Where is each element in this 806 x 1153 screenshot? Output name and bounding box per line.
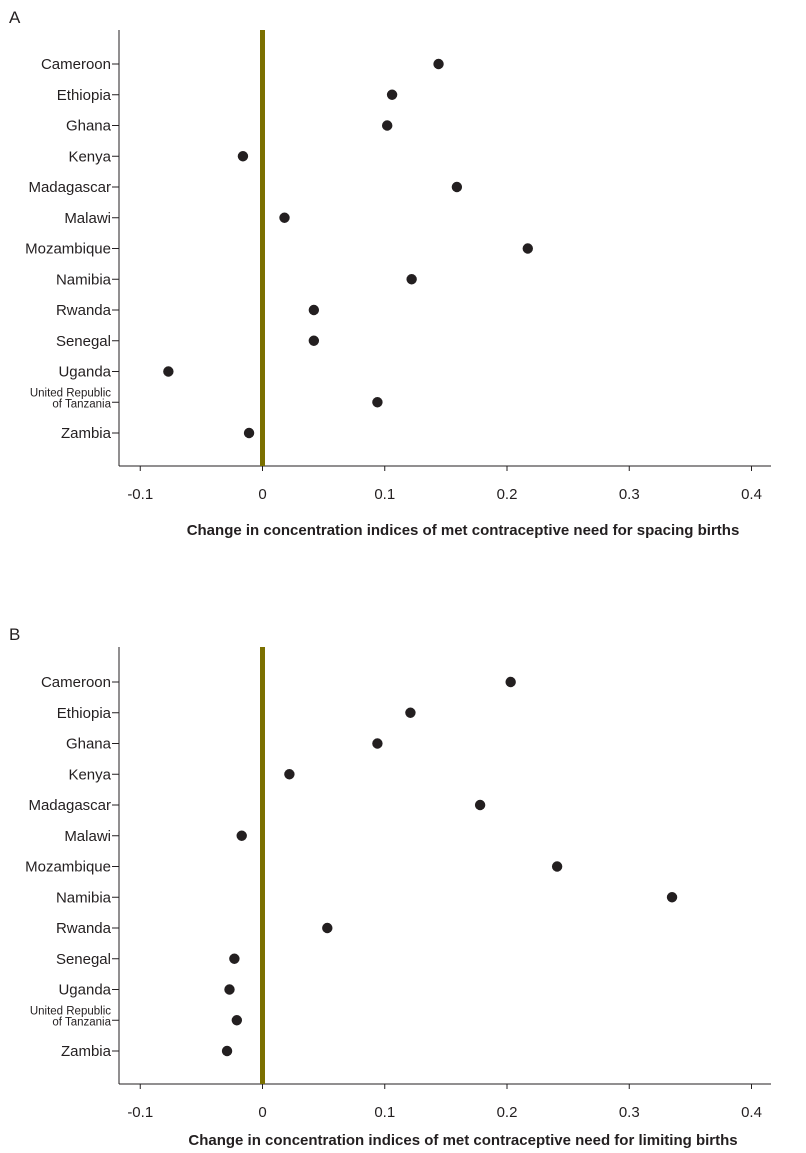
data-point: [322, 922, 333, 934]
data-point: [308, 335, 320, 346]
data-point: [522, 243, 533, 254]
x-tick-label: -0.1: [127, 486, 153, 503]
category-label: Cameroon: [41, 56, 111, 73]
data-point: [224, 984, 235, 995]
data-point: [236, 830, 247, 841]
category-label: United Republic of Tanzania: [30, 1005, 112, 1028]
x-tick-label: 0: [258, 1104, 266, 1121]
category-label-line: of Tanzania: [52, 398, 111, 410]
panel-letter: B: [9, 625, 20, 644]
x-axis-title: Change in concentration indices of met c…: [187, 522, 740, 539]
data-point: [433, 58, 444, 70]
category-label: Ethiopia: [57, 705, 112, 722]
category-label: Ethiopia: [57, 87, 112, 104]
category-label: Namibia: [56, 271, 112, 288]
data-point: [372, 397, 383, 408]
category-label: United Republic of Tanzania: [30, 387, 112, 410]
x-tick-label: 0: [258, 486, 266, 503]
category-label: Kenya: [68, 148, 111, 165]
data-point: [505, 676, 516, 688]
category-label: Ghana: [66, 736, 112, 753]
data-point: [372, 738, 383, 749]
category-label: Madagascar: [28, 179, 111, 196]
category-label: Uganda: [58, 982, 111, 999]
data-point: [279, 212, 290, 223]
category-label: Rwanda: [56, 920, 112, 937]
category-label: Namibia: [56, 889, 112, 906]
category-label: Kenya: [68, 766, 111, 783]
panel-a: A -0.1 0 0.1 0.2 0.3 0.4 Change in concentratio…: [9, 8, 771, 539]
category-label: Rwanda: [56, 302, 112, 319]
data-point: [284, 769, 295, 780]
x-tick-label: 0.2: [497, 1104, 518, 1121]
data-point: [405, 707, 416, 718]
x-tick-label: 0.1: [374, 486, 395, 503]
data-point: [381, 120, 393, 131]
x-tick-label: 0.3: [619, 486, 640, 503]
category-label: Malawi: [64, 210, 111, 227]
panel-letter: A: [9, 8, 21, 27]
data-point: [243, 427, 255, 439]
category-label: Senegal: [56, 333, 111, 350]
x-axis-title: Change in concentration indices of met c…: [188, 1132, 737, 1149]
category-label: Zambia: [61, 425, 112, 442]
category-label: Mozambique: [25, 241, 111, 258]
data-point: [221, 1045, 233, 1057]
category-label-line: United Republic: [30, 1005, 111, 1017]
data-point: [386, 89, 398, 100]
data-point: [229, 953, 240, 964]
x-tick-label: 0.1: [374, 1104, 395, 1121]
data-point: [474, 799, 486, 811]
category-label: Madagascar: [28, 797, 111, 814]
x-tick-label: -0.1: [127, 1104, 153, 1121]
category-label: Cameroon: [41, 674, 111, 691]
data-point: [237, 151, 249, 162]
x-tick-label: 0.3: [619, 1104, 640, 1121]
data-point: [551, 861, 563, 872]
x-tick-label: 0.4: [741, 486, 762, 503]
category-label: Zambia: [61, 1043, 112, 1060]
category-label-line: of Tanzania: [52, 1016, 111, 1028]
category-label: Mozambique: [25, 859, 111, 876]
data-point: [308, 304, 320, 316]
category-label: Uganda: [58, 364, 111, 381]
data-point: [406, 274, 417, 285]
data-point: [451, 181, 463, 193]
category-label: Ghana: [66, 118, 112, 135]
category-label: Senegal: [56, 951, 111, 968]
data-point: [163, 366, 174, 377]
x-tick-label: 0.2: [497, 486, 518, 503]
category-label: Malawi: [64, 828, 111, 845]
category-label-line: United Republic: [30, 387, 111, 399]
x-tick-label: 0.4: [741, 1104, 762, 1121]
data-point: [231, 1015, 243, 1026]
data-point: [666, 892, 678, 903]
